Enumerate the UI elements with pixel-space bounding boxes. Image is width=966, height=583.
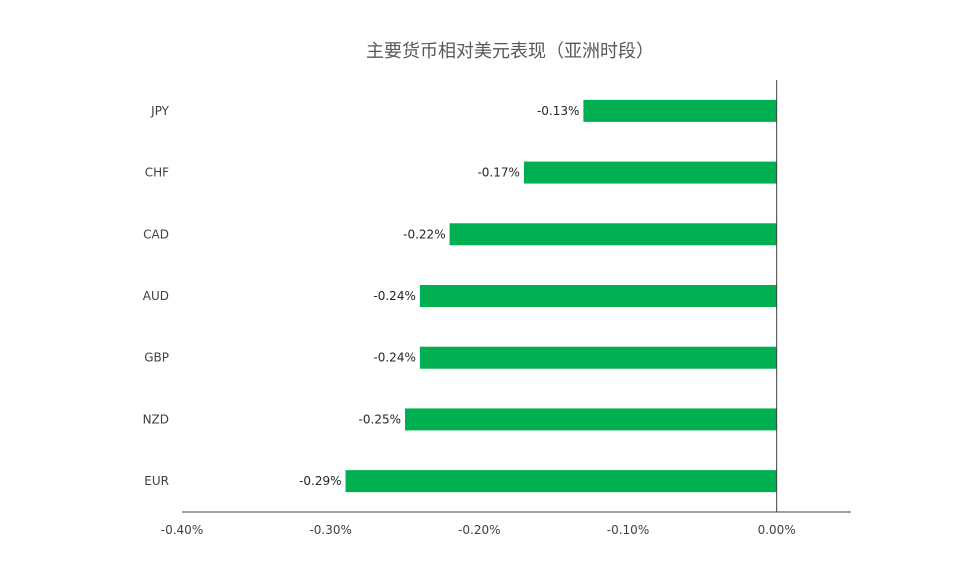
x-tick-label: -0.40%	[161, 523, 203, 537]
bar-cad	[449, 223, 777, 246]
data-label-aud: -0.24%	[373, 289, 415, 303]
bar-jpy	[583, 99, 777, 122]
data-label-jpy: -0.13%	[537, 104, 579, 118]
x-axis-ticks: -0.40% -0.30% -0.20% -0.10% 0.00%	[161, 523, 796, 537]
data-label-nzd: -0.25%	[359, 412, 401, 426]
bar-eur	[345, 470, 777, 493]
bar-chf	[523, 161, 777, 184]
data-label-gbp: -0.24%	[373, 351, 415, 365]
bar-nzd	[405, 408, 777, 431]
category-labels: JPY CHF CAD AUD GBP NZD EUR	[143, 104, 170, 488]
category-label-gbp: GBP	[144, 351, 169, 365]
category-label-nzd: NZD	[143, 412, 169, 426]
data-label-cad: -0.22%	[403, 227, 445, 241]
x-tick-label: -0.20%	[458, 523, 500, 537]
chart-title: 主要货币相对美元表现（亚洲时段）	[366, 41, 654, 62]
data-label-chf: -0.17%	[477, 166, 519, 180]
category-label-jpy: JPY	[150, 104, 170, 118]
bar-gbp	[419, 346, 777, 369]
bars-group	[345, 99, 777, 493]
bar-aud	[419, 285, 777, 307]
category-label-cad: CAD	[143, 227, 169, 241]
category-label-chf: CHF	[145, 166, 169, 180]
category-label-aud: AUD	[143, 289, 169, 303]
data-labels: -0.13% -0.17% -0.22% -0.24% -0.24% -0.25% -0.2…	[299, 104, 579, 488]
data-label-eur: -0.29%	[299, 474, 341, 488]
x-tick-label: 0.00%	[758, 523, 796, 537]
x-tick-label: -0.30%	[309, 523, 351, 537]
category-label-eur: EUR	[144, 474, 169, 488]
x-tick-label: -0.10%	[607, 523, 649, 537]
